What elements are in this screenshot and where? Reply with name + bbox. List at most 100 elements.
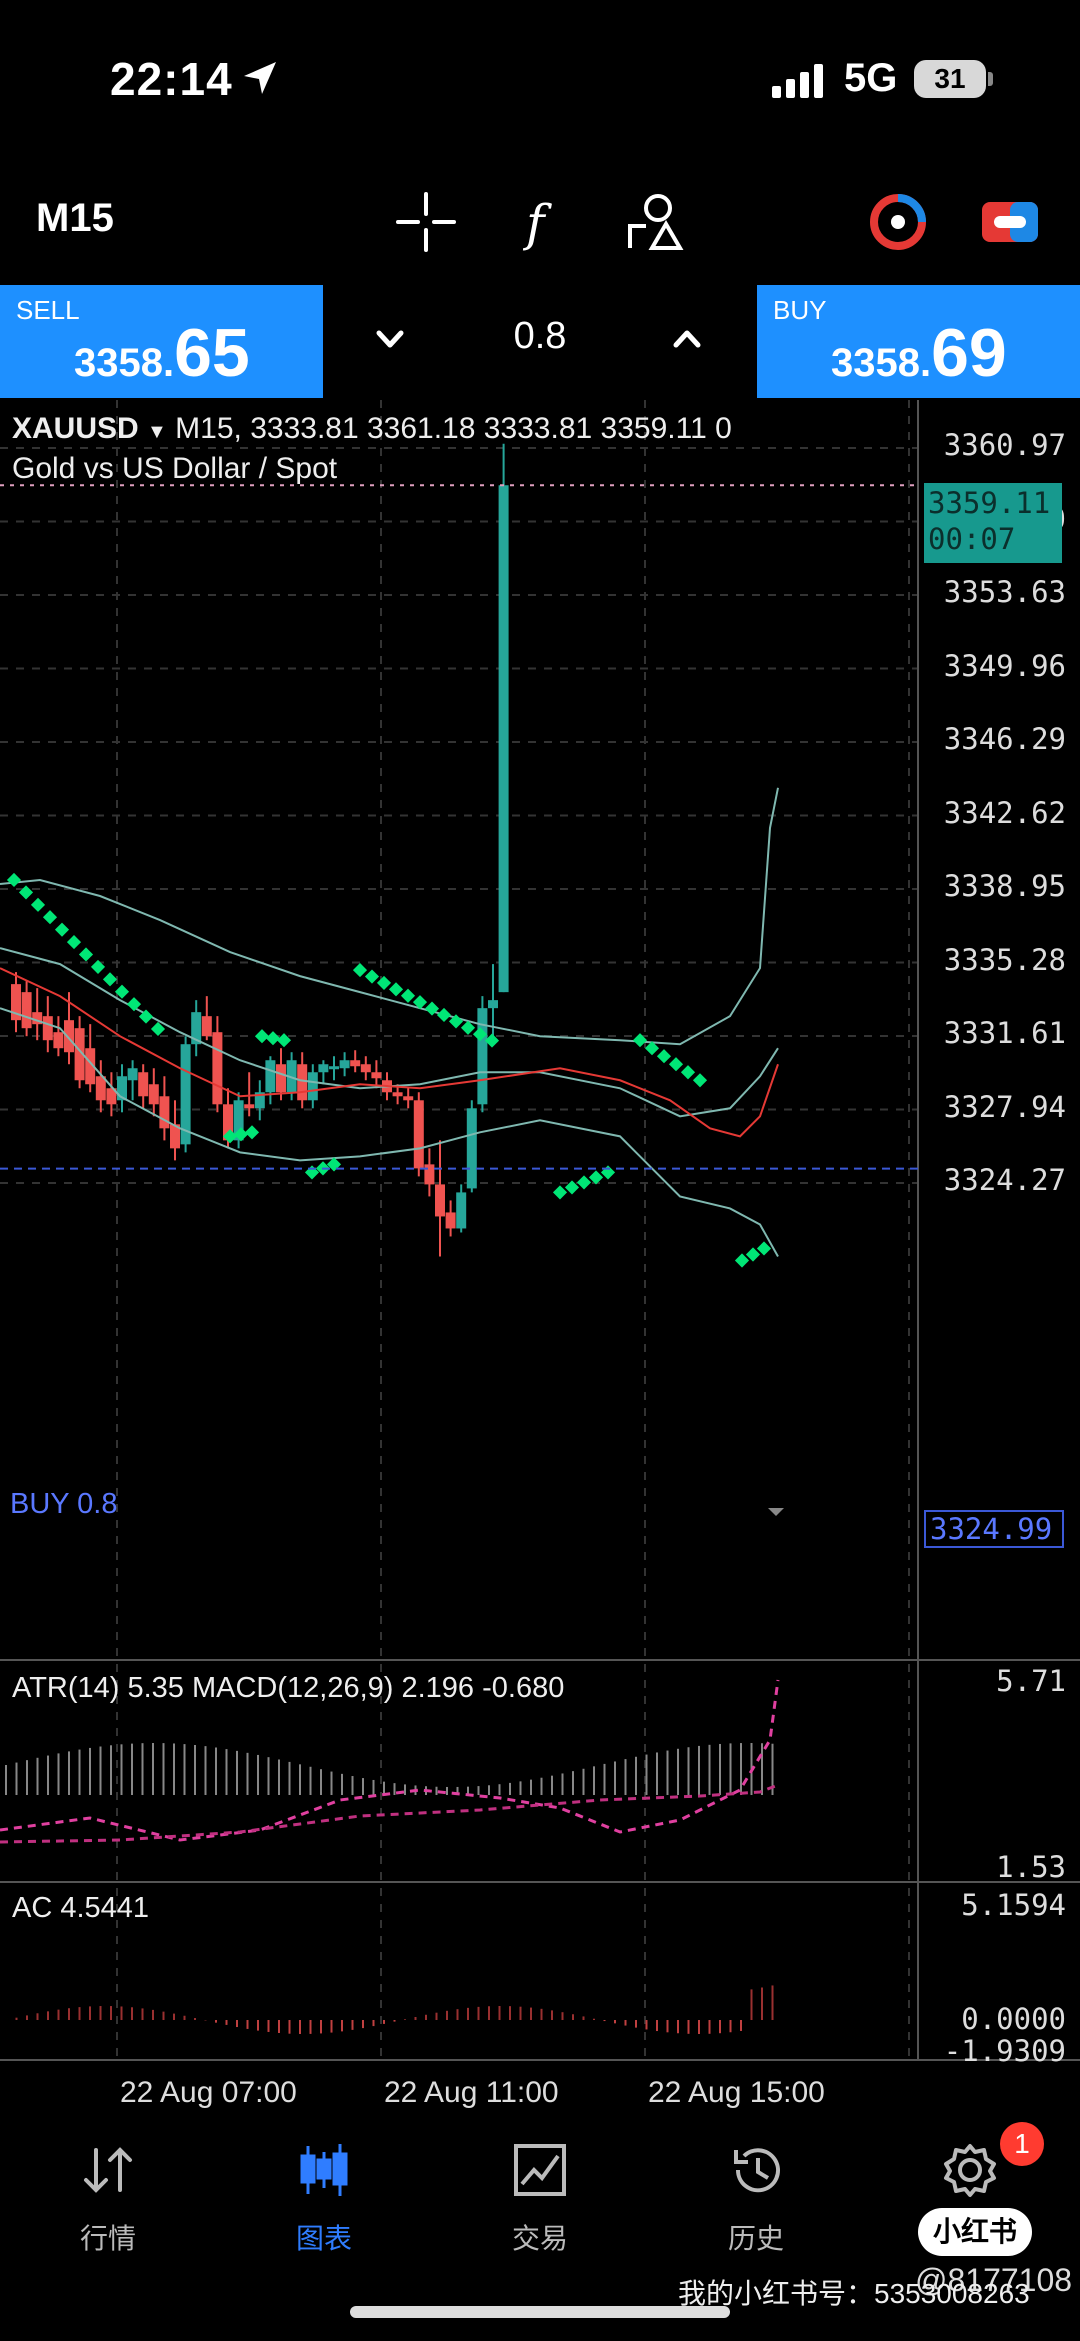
sar-dot	[745, 1247, 761, 1262]
macd-axis-max: 5.71	[996, 1664, 1066, 1698]
price-axis-label: 3342.62	[943, 795, 1066, 830]
notification-badge: 1	[1000, 2122, 1044, 2166]
price-chart[interactable]: XAUUSD ▼ M15, 3333.81 3361.18 3333.81 33…	[0, 400, 1080, 2109]
sar-dot	[436, 1007, 452, 1023]
trade-icon	[514, 2144, 566, 2196]
sar-dot	[6, 872, 22, 888]
nav-history[interactable]: 历史	[676, 2140, 836, 2257]
candle-body	[371, 1072, 382, 1079]
chart-canvas[interactable]	[0, 400, 1080, 2090]
sar-dot	[692, 1073, 708, 1088]
buy-position-price: 3324.99	[924, 1510, 1064, 1548]
macd-signal-line	[0, 1679, 780, 1842]
price-axis-label: 3331.61	[943, 1016, 1066, 1050]
atr-macd-label: ATR(14) 5.35 MACD(12,26,9) 2.196 -0.680	[12, 1672, 565, 1704]
sell-label: SELL	[16, 295, 80, 325]
candle-body	[42, 1016, 53, 1041]
candle-body	[254, 1092, 265, 1109]
candle-body	[201, 1016, 212, 1037]
buy-button[interactable]: BUY 3358.69	[757, 285, 1080, 398]
ac-axis-zero: 0.0000	[961, 2002, 1066, 2036]
candle-body	[403, 1096, 414, 1101]
crosshair-icon[interactable]	[394, 190, 458, 254]
candle-body	[117, 1076, 127, 1101]
home-indicator[interactable]	[350, 2306, 730, 2318]
sar-dot	[576, 1175, 592, 1190]
volume-input[interactable]: 0.8	[513, 315, 567, 357]
symbol-name: XAUUSD	[12, 412, 139, 445]
bollinger-middle	[0, 947, 779, 1118]
symbol-description: Gold vs US Dollar / Spot	[12, 452, 338, 485]
location-arrow-icon	[244, 62, 276, 94]
bar-countdown: 00:07	[928, 522, 1016, 556]
buy-price: 3358.69	[831, 315, 1007, 391]
bottom-navigation: 行情 图表 交易 历史	[0, 2100, 1080, 2280]
sar-dot	[460, 1020, 476, 1035]
candle-body	[32, 1012, 43, 1025]
candle-body	[307, 1072, 318, 1101]
candle-body	[233, 1100, 244, 1141]
candle-body	[488, 1000, 498, 1009]
history-icon	[734, 2148, 780, 2193]
candle-body	[64, 1020, 74, 1053]
sar-dot	[388, 982, 404, 997]
svg-text:f: f	[522, 194, 552, 252]
objects-icon[interactable]	[622, 190, 686, 254]
candle-body	[148, 1084, 159, 1105]
ac-axis-max: 5.1594	[961, 1888, 1066, 1922]
current-bar-marker	[768, 1508, 784, 1516]
candle-body	[85, 1048, 96, 1085]
candle-body	[74, 1028, 85, 1081]
sar-dot	[552, 1185, 568, 1200]
candle-body	[498, 485, 509, 993]
sar-dot	[18, 885, 34, 900]
chevron-up-icon[interactable]	[662, 315, 712, 365]
candle-body	[138, 1072, 149, 1097]
last-price-label: 3359.11 00:07	[924, 483, 1062, 563]
nav-quotes[interactable]: 行情	[28, 2140, 188, 2257]
sar-dot	[364, 969, 380, 984]
sar-dot	[400, 988, 416, 1003]
candle-body	[53, 1032, 64, 1049]
ohlc-info: M15, 3333.81 3361.18 3333.81 3359.11 0	[175, 412, 732, 445]
timeframe-selector[interactable]: M15	[36, 196, 114, 240]
nav-chart[interactable]: 图表	[244, 2140, 404, 2257]
sar-dot	[656, 1049, 672, 1064]
candle-body	[445, 1212, 456, 1229]
signal-bars-icon	[772, 64, 823, 98]
one-click-trading-icon[interactable]	[866, 190, 930, 254]
price-axis-label: 3338.95	[943, 869, 1066, 903]
candle-body	[318, 1064, 329, 1073]
buy-position-label[interactable]: BUY 0.8	[10, 1488, 118, 1520]
bollinger-lower	[0, 1007, 779, 1257]
indicators-icon[interactable]: f	[508, 190, 572, 254]
battery-tip	[988, 72, 993, 86]
moving-average	[0, 967, 779, 1138]
chevron-down-icon[interactable]	[365, 315, 415, 365]
chart-toolbar: M15 f	[0, 180, 1080, 280]
sar-dot	[66, 935, 82, 950]
sar-dot	[756, 1241, 772, 1256]
candle-body	[127, 1068, 138, 1081]
nav-trade[interactable]: 交易	[460, 2140, 620, 2257]
candle-body	[223, 1104, 233, 1141]
sar-dot	[632, 1033, 648, 1048]
buy-label: BUY	[773, 295, 827, 325]
sar-dot	[412, 995, 428, 1010]
candle-body	[11, 984, 21, 1021]
nav-settings[interactable]	[890, 2140, 1050, 2205]
macd-axis-min: 1.53	[996, 1850, 1066, 1884]
candle-body	[424, 1164, 435, 1185]
time-axis-label: 22 Aug 11:00	[384, 2076, 559, 2109]
candle-body	[106, 1088, 117, 1105]
sell-price: 3358.65	[74, 315, 250, 391]
sar-dot	[588, 1170, 604, 1185]
quotes-icon	[84, 2147, 132, 2193]
sell-button[interactable]: SELL 3358.65	[0, 285, 323, 398]
status-bar: 22:14 5G 31	[0, 0, 1080, 160]
candle-body	[159, 1096, 170, 1129]
sar-dot	[265, 1031, 281, 1046]
trade-mode-icon[interactable]	[978, 190, 1042, 254]
price-axis-label: 3324.27	[943, 1163, 1066, 1197]
watermark-id: @8177108	[915, 2262, 1073, 2298]
